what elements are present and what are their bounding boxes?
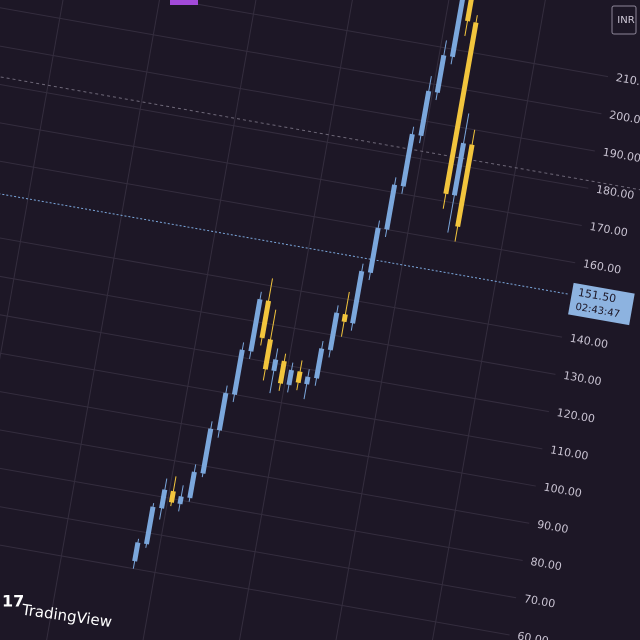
candle-body [418,90,432,137]
candle-body [231,349,245,395]
grid-line [0,279,549,413]
candle-body [168,490,176,503]
grid-line [0,241,556,375]
candle-body [248,298,263,352]
grid-line [0,390,530,524]
candle-body [132,542,141,562]
candle-body [449,0,471,58]
y-tick-label: 90.00 [536,518,569,536]
grid-line [0,204,563,338]
grid-line [0,0,602,115]
grid-line-vertical [296,0,507,640]
highlight-tab [170,0,198,5]
candle-body [216,392,229,431]
price-tag [568,282,635,326]
candle-body [455,144,475,228]
candle-body [159,489,168,509]
y-tick-label: 60.00 [516,629,549,640]
candle-body [400,133,415,187]
grid-line [0,130,576,264]
candle-body [465,0,480,22]
candle-body [271,359,279,372]
candle-body [367,227,381,274]
candle-body [259,300,272,339]
candle-body [350,270,365,324]
candle-body [304,376,311,385]
grid-line [0,18,595,152]
brand-logo: 17 [2,592,24,611]
candle-body [286,369,295,386]
candle-body [143,506,156,545]
candle-body [177,496,184,505]
grid-line-vertical [109,0,320,640]
grid-line [0,0,609,78]
currency: INR [617,15,634,26]
candle-body [327,312,340,351]
crosshair [0,48,640,192]
currency-box [611,5,637,35]
candle-wick [464,0,480,37]
candle-body [277,360,287,384]
candle-body [187,471,197,499]
grid-line [0,465,517,599]
candle-body [314,348,325,379]
candle-body [443,22,479,195]
last-price-line [0,161,570,295]
grid-line [0,93,582,226]
candle-body [451,142,467,196]
grid-line-vertical [390,0,600,640]
candle-body [341,313,348,323]
y-tick-label: 70.00 [523,592,556,610]
grid-line [0,353,536,487]
grid-line-vertical [203,0,413,640]
grid-line [0,502,510,636]
candle-body [295,371,303,384]
grid-line [0,55,589,189]
grid-line [0,316,543,450]
grid-line [0,428,523,562]
grid-line-vertical [0,0,132,640]
candle-body [262,339,273,370]
y-tick-label: 80.00 [529,555,562,573]
candle-body [200,428,214,474]
candle-body [384,184,398,230]
grid-line-vertical [16,0,226,640]
candle-body [434,54,447,93]
